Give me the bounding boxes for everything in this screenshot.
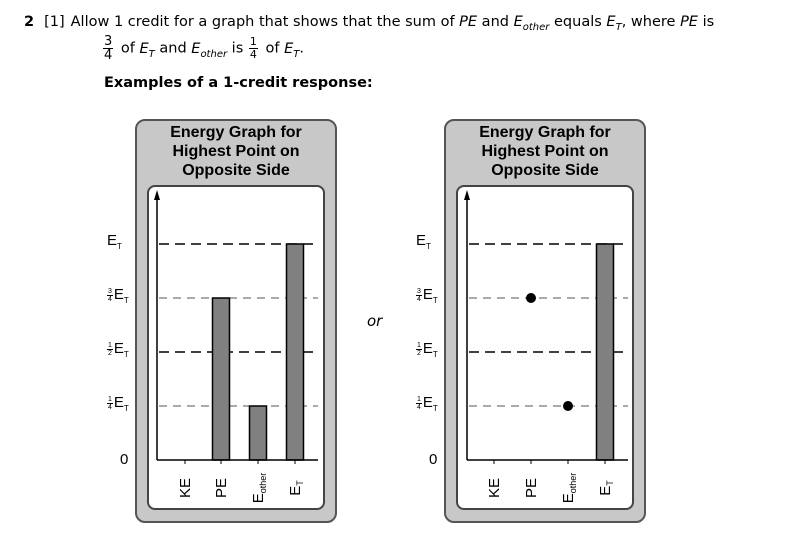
x-tick-label: Eother [560,473,578,504]
examples-heading: Examples of a 1-credit response: [104,75,373,91]
question-text: is [227,40,248,57]
y-tick-label: ET [416,232,431,252]
e-other-term: Eother [513,14,550,33]
question-text: equals [549,14,607,30]
question-number: 2 [24,14,35,30]
question-text: of [260,40,285,57]
y-tick-label-zero: 0 [120,451,129,468]
y-tick-label-zero: 0 [429,451,438,468]
y-tick-label: 1 4 ET [107,394,129,413]
y-tick-label: 1 2 ET [107,340,129,359]
x-tick-label: ET [597,480,615,496]
question-text: , where [621,14,681,30]
question-text: and [154,40,192,57]
y-tick-label: 1 4 ET [416,394,438,413]
e-other-term: Eother [191,40,228,60]
question-text: Allow 1 credit for a graph that shows th… [70,14,460,30]
y-axis-arrow [154,190,160,200]
credit-value: [1] [44,14,65,30]
bar-pe [211,297,231,461]
pe-term: PE [680,14,698,30]
et-term: ET [139,40,155,60]
question-text: is [697,14,715,30]
y-tick-label: 3 4 ET [416,286,438,305]
pe-term: PE [459,14,478,30]
x-tick-label: PE [213,478,230,498]
bar-e-t [285,243,305,461]
bar-e-other [248,405,268,461]
question-text: and [477,14,514,30]
or-label: or [367,312,383,330]
y-tick-label: 3 4 ET [107,286,129,305]
y-axis-arrow [464,190,470,200]
bar-e-t [595,243,615,461]
graph-title: Energy Graph for Highest Point on Opposite… [479,124,611,179]
y-tick-label: 1 2 ET [416,340,438,359]
question-text: of [116,40,140,57]
x-tick-label: KE [486,478,503,498]
point-e-other [563,401,573,411]
question-line-1: 2 [1] Allow 1 credit for a graph that show… [24,14,714,33]
point-pe [526,293,536,303]
et-term: ET [284,40,300,60]
et-term: ET [606,14,622,33]
y-tick-label: ET [107,232,122,252]
graph-title: Energy Graph for Highest Point on Opposite… [170,124,302,179]
x-tick-label: Eother [250,473,268,504]
x-tick-label: ET [287,480,305,496]
x-tick-label: KE [177,478,194,498]
x-tick-label: PE [523,478,540,498]
